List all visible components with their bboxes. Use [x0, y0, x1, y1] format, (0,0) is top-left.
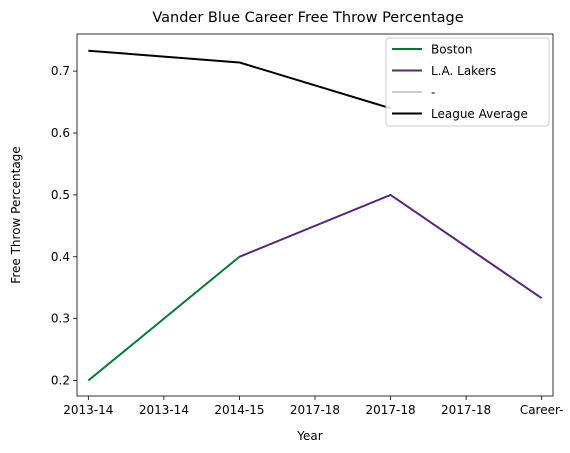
y-tick-label: 0.5: [51, 188, 70, 202]
x-tick-label: 2013-14: [63, 403, 113, 417]
x-tick-label: 2017-18: [290, 403, 340, 417]
plot-lines: [87, 49, 543, 382]
series-line: [239, 193, 543, 300]
x-axis-title: Year: [296, 429, 322, 443]
series-line: [88, 49, 391, 110]
legend-label: Boston: [431, 43, 472, 57]
x-tick-label: 2017-18: [365, 403, 415, 417]
x-tick-label: 2014-15: [214, 403, 264, 417]
legend-label: League Average: [431, 107, 528, 121]
y-tick-label: 0.3: [51, 312, 70, 326]
y-tick-label: 0.2: [51, 374, 70, 388]
x-tick-label: Career-: [520, 403, 564, 417]
y-tick-label: 0.4: [51, 250, 70, 264]
y-axis: 0.2 0.3 0.4 0.5 0.6 0.7: [51, 64, 77, 388]
legend: Boston L.A. Lakers - League Average: [385, 37, 550, 127]
series-line: [87, 255, 241, 382]
legend-label: -: [431, 86, 435, 100]
x-tick-label: 2013-14: [139, 403, 189, 417]
y-axis-title: Free Throw Percentage: [9, 146, 23, 283]
chart-title: Vander Blue Career Free Throw Percentage: [152, 10, 463, 26]
legend-frame: [385, 37, 550, 127]
x-tick-label: 2017-18: [441, 403, 491, 417]
legend-label: L.A. Lakers: [431, 64, 496, 78]
x-axis: 2013-14 2013-14 2014-15 2017-18 2017-18 2017-…: [63, 396, 564, 417]
y-tick-label: 0.6: [51, 126, 70, 140]
y-tick-label: 0.7: [51, 64, 70, 78]
